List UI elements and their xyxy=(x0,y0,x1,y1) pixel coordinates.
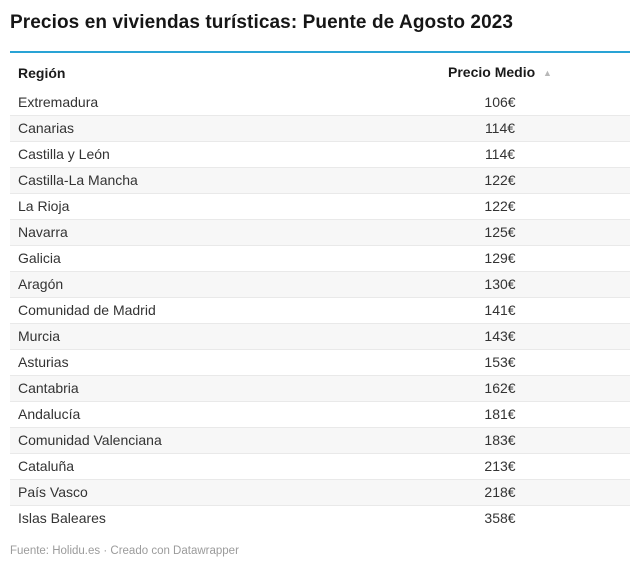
region-cell: Comunidad de Madrid xyxy=(10,297,370,324)
table-row: Extremadura 106€ xyxy=(10,90,630,116)
region-cell: Galicia xyxy=(10,245,370,272)
table-row: Comunidad de Madrid 141€ xyxy=(10,297,630,324)
region-cell: Extremadura xyxy=(10,90,370,116)
table-row: La Rioja 122€ xyxy=(10,193,630,220)
table-row: Aragón 130€ xyxy=(10,271,630,298)
footer-separator: · xyxy=(103,545,108,557)
region-cell: Islas Baleares xyxy=(18,510,106,526)
region-cell: Cataluña xyxy=(10,453,370,480)
table-row: Murcia 143€ xyxy=(10,323,630,350)
region-cell: Castilla-La Mancha xyxy=(10,167,370,194)
source-link[interactable]: Holidu.es xyxy=(52,545,101,557)
price-cell: 153€ xyxy=(370,349,630,376)
page-title: Precios en viviendas turísticas: Puente … xyxy=(10,12,514,33)
price-cell: 114€ xyxy=(370,141,630,168)
region-cell: Andalucía xyxy=(10,401,370,428)
region-cell: La Rioja xyxy=(10,193,370,220)
table-row: Asturias 153€ xyxy=(10,349,630,376)
region-cell: Navarra xyxy=(10,219,370,246)
region-cell: Canarias xyxy=(10,115,370,142)
price-cell: 358€ xyxy=(484,510,516,526)
footer: Fuente: Holidu.es · Creado con Datawrapp… xyxy=(10,544,630,558)
sort-ascending-icon: ▲ xyxy=(543,68,552,78)
column-header-precio-medio[interactable]: Precio Medio ▲ xyxy=(370,53,630,90)
table-row: País Vasco 218€ xyxy=(10,479,630,506)
table-header-row: Región Precio Medio ▲ xyxy=(10,53,630,90)
price-cell: 183€ xyxy=(370,427,630,454)
region-cell: Cantabria xyxy=(10,375,370,402)
price-cell: 122€ xyxy=(370,167,630,194)
price-table: Región Precio Medio ▲ Extremadura 106€ C… xyxy=(10,53,630,531)
region-cell: Castilla y León xyxy=(10,141,370,168)
title-divider xyxy=(10,51,630,53)
region-cell: Aragón xyxy=(10,271,370,298)
price-cell: 130€ xyxy=(370,271,630,298)
source-label: Fuente: xyxy=(10,545,49,557)
price-cell: 213€ xyxy=(370,453,630,480)
column-header-precio-medio-label: Precio Medio xyxy=(448,64,536,80)
column-header-region[interactable]: Región xyxy=(10,53,370,90)
table-row: Andalucía 181€ xyxy=(10,401,630,428)
region-cell: Murcia xyxy=(10,323,370,350)
price-cell: 181€ xyxy=(370,401,630,428)
region-cell: Comunidad Valenciana xyxy=(10,427,370,454)
table-head: Región Precio Medio ▲ xyxy=(10,53,630,90)
price-cell: 141€ xyxy=(370,297,630,324)
region-cell: País Vasco xyxy=(10,479,370,506)
table-row: Galicia 129€ xyxy=(10,245,630,272)
table-body: Extremadura 106€ Canarias 114€ Castilla … xyxy=(10,90,630,531)
price-cell: 143€ xyxy=(370,323,630,350)
table-row: Castilla y León 114€ xyxy=(10,141,630,168)
price-cell: 122€ xyxy=(370,193,630,220)
price-cell: 125€ xyxy=(370,219,630,246)
table-row: Canarias 114€ xyxy=(10,115,630,142)
table-row: Cataluña 213€ xyxy=(10,453,630,480)
price-cell: 162€ xyxy=(370,375,630,402)
table-row: Islas Baleares 358€ xyxy=(10,506,630,532)
attribution-link[interactable]: Creado con Datawrapper xyxy=(110,545,239,557)
page: Precios en viviendas turísticas: Puente … xyxy=(10,12,630,558)
price-cell: 106€ xyxy=(370,90,630,116)
table-row: Castilla-La Mancha 122€ xyxy=(10,167,630,194)
table-row: Cantabria 162€ xyxy=(10,375,630,402)
region-cell: Asturias xyxy=(10,349,370,376)
column-header-region-label: Región xyxy=(18,64,66,81)
price-cell: 218€ xyxy=(370,479,630,506)
price-cell: 114€ xyxy=(370,115,630,142)
price-cell: 129€ xyxy=(370,245,630,272)
table-row: Comunidad Valenciana 183€ xyxy=(10,427,630,454)
table-row: Navarra 125€ xyxy=(10,219,630,246)
